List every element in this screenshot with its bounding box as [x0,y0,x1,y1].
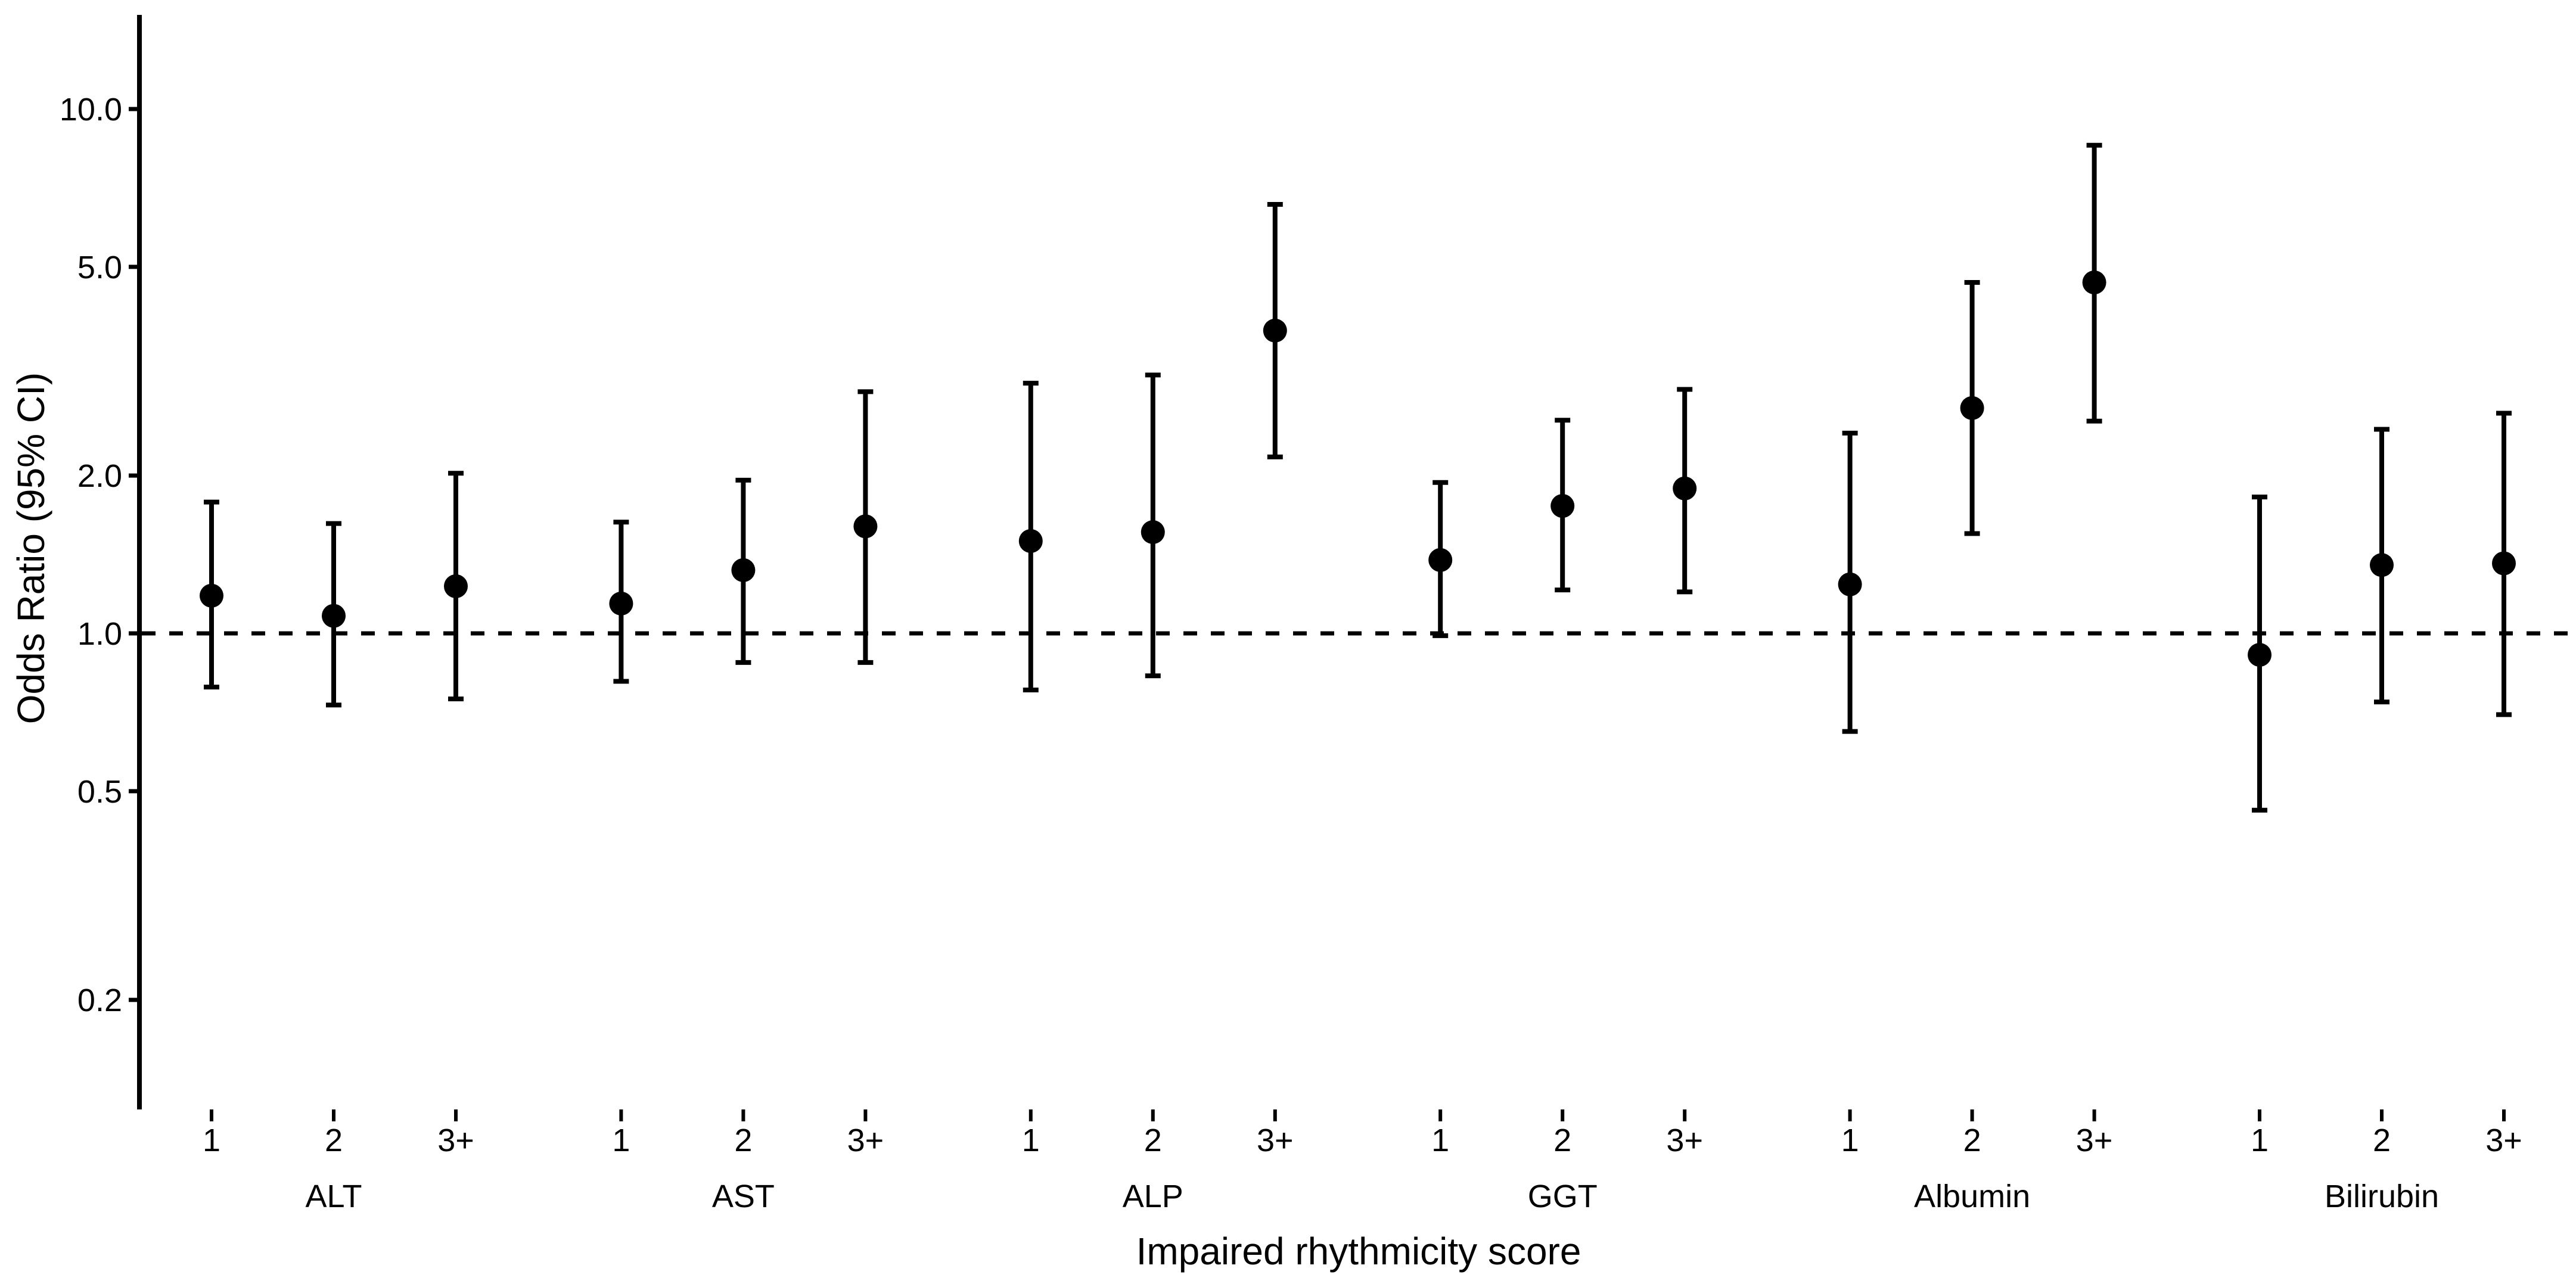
y-tick-label: 5.0 [77,250,122,285]
or-point [444,574,468,598]
y-axis-ticks-layer: 10.0 5.0 2.0 1.0 0.5 0.2 [60,92,142,1018]
x-group-label: Bilirubin [2325,1179,2439,1214]
x-score-label: 3+ [1666,1123,1703,1158]
or-point [853,514,878,539]
x-score-label: 2 [2373,1123,2391,1158]
or-point [1263,318,1287,343]
errorbar-Albumin-1 [1838,430,1862,734]
x-score-label: 1 [203,1123,220,1158]
x-score-label: 2 [1553,1123,1571,1158]
or-point [2248,643,2272,667]
x-score-label: 1 [1022,1123,1040,1158]
errorbar-Albumin-3+ [2082,142,2106,424]
y-axis-title: Odds Ratio (95% CI) [10,372,52,724]
y-tick-label: 2.0 [77,458,122,494]
or-point [2082,271,2106,295]
x-score-label: 3+ [1257,1123,1294,1158]
errorbar-GGT-3+ [1673,387,1697,595]
x-group-label: ALT [305,1179,362,1214]
x-score-label: 2 [1963,1123,1981,1158]
errorbar-points-layer [200,142,2516,813]
y-tick-label: 0.2 [77,983,122,1018]
x-axis-title: Impaired rhythmicity score [1136,1230,1581,1273]
x-score-label: 1 [1841,1123,1859,1158]
errorbar-Bilirubin-1 [2248,495,2272,813]
x-score-label: 2 [1144,1123,1162,1158]
x-group-label: ALP [1123,1179,1183,1214]
errorbar-ALT-2 [322,521,346,708]
or-point [200,583,223,608]
or-point [322,604,346,628]
x-axis-labels-layer: 1 2 3+ ALT 1 2 3+ AST 1 2 3+ ALP 1 2 3+ GGT 1 2 3+ Albumin 1… [203,1109,2522,1214]
errorbar-ALT-1 [200,499,223,690]
x-score-label: 1 [2251,1123,2269,1158]
or-point [731,558,756,582]
x-score-label: 2 [734,1123,752,1158]
x-score-label: 3+ [2076,1123,2113,1158]
or-point [1838,572,1862,596]
or-point [1673,476,1697,500]
errorbar-ALP-2 [1141,372,1165,679]
errorbar-AST-1 [609,520,633,684]
x-score-label: 3+ [2485,1123,2522,1158]
or-point [1141,520,1165,545]
errorbar-ALT-3+ [444,471,468,701]
errorbar-Bilirubin-2 [2370,427,2394,705]
or-point [1550,494,1575,518]
errorbar-AST-3+ [853,389,878,665]
or-point [2370,553,2394,577]
errorbar-GGT-2 [1550,418,1575,593]
errorbar-ALP-3+ [1263,201,1287,459]
errorbar-ALP-1 [1018,381,1043,692]
or-point [1960,396,1984,420]
or-point [609,591,633,615]
x-score-label: 3+ [847,1123,884,1158]
x-group-label: GGT [1528,1179,1598,1214]
errorbar-GGT-1 [1428,480,1453,638]
x-group-label: AST [712,1179,775,1214]
x-group-label: Albumin [1914,1179,2030,1214]
x-score-label: 1 [1431,1123,1449,1158]
or-point [2492,551,2516,576]
x-score-label: 2 [325,1123,343,1158]
or-point [1018,529,1043,554]
x-score-label: 3+ [437,1123,474,1158]
errorbar-Albumin-2 [1960,280,1984,536]
y-tick-label: 1.0 [77,616,122,652]
x-score-label: 1 [612,1123,630,1158]
errorbar-AST-2 [731,477,756,665]
errorbar-Bilirubin-3+ [2492,411,2516,717]
or-point [1428,548,1453,572]
y-tick-label: 10.0 [60,92,122,128]
y-tick-label: 0.5 [77,774,122,810]
